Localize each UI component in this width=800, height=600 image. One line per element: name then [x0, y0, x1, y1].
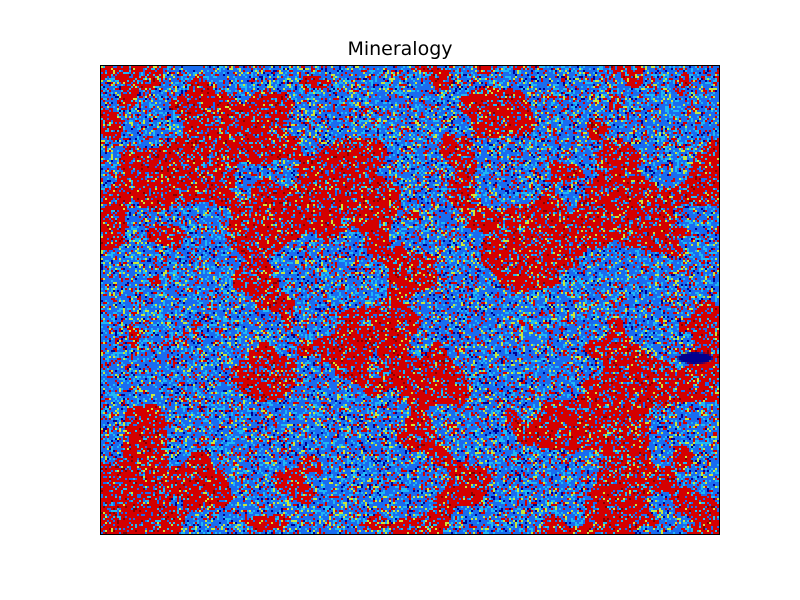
- heatmap-plot-area: [100, 65, 720, 535]
- mineralogy-heatmap-image: [101, 66, 719, 534]
- chart-title: Mineralogy: [347, 38, 453, 60]
